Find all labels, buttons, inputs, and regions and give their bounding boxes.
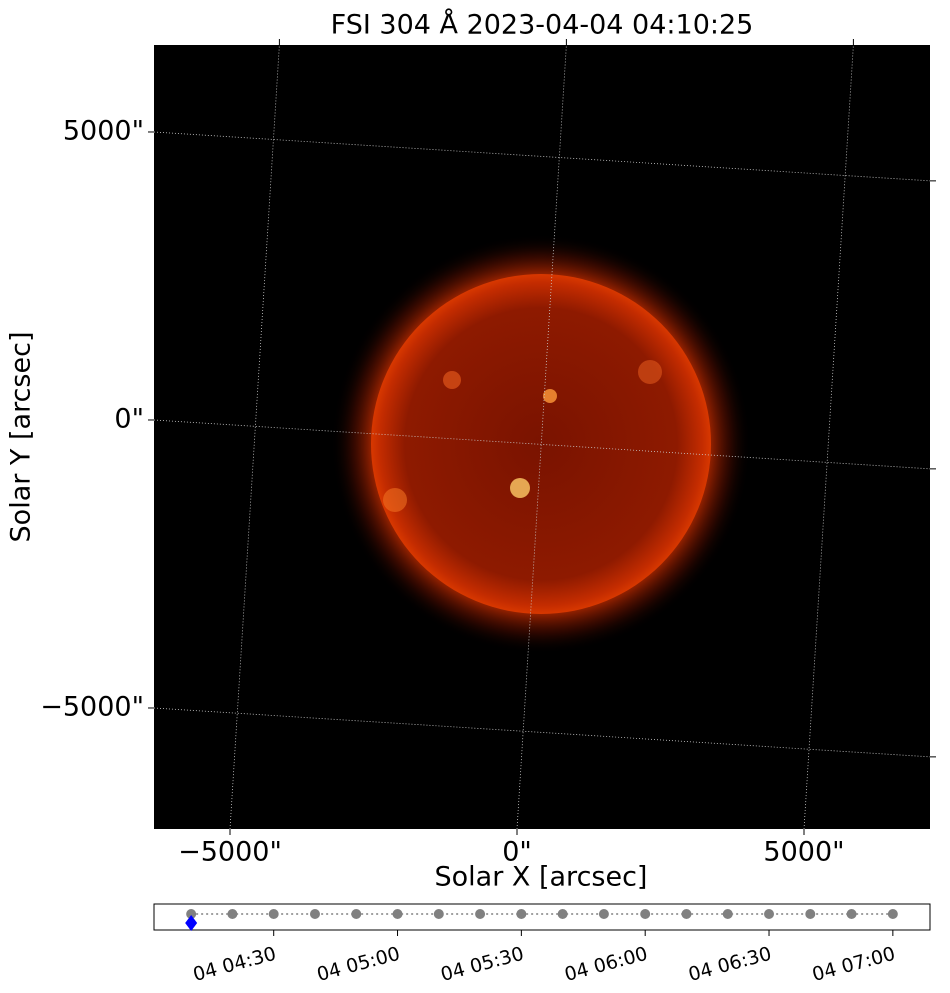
grid-line [154,131,930,182]
x-tick-label: 04 06:30 [686,943,774,986]
timeline-point [351,909,362,919]
timeline-point [557,909,568,919]
timeline-point [392,909,403,919]
grid-line [154,707,930,758]
grid-line [516,45,567,829]
timeline-point [309,909,320,919]
y-axis-label: Solar Y [arcsec] [6,332,37,543]
timeline-point [805,909,816,919]
timeline-frame [153,903,931,931]
grid-line [229,45,280,829]
timeline-point [846,909,857,919]
timeline-point [227,909,238,919]
current-marker [185,915,198,931]
timeline-point [598,909,609,919]
timeline-point [433,909,444,919]
x-tick-label: 04 04:30 [191,943,279,986]
grid-line [154,419,930,470]
y-tick-label: 0" [114,403,144,434]
y-tick-label: 5000" [63,115,144,146]
timeline-point [640,909,651,919]
x-tick-label: 04 07:00 [810,943,898,986]
x-tick-label: 04 05:00 [315,943,403,986]
timeline-point [681,909,692,919]
timeline-point [887,909,898,919]
timeline-point [268,909,279,919]
timeline-point [764,909,775,919]
grid-line [803,45,854,829]
x-tick-label: 04 05:30 [438,943,526,986]
x-tick-label: 5000" [763,837,844,868]
x-tick-label: 0" [502,837,532,868]
timeline-point [722,909,733,919]
x-axis-label: Solar X [arcsec] [435,862,648,893]
x-tick-label: 04 06:00 [562,943,650,986]
timeline-point [186,909,197,919]
timeline-point [516,909,527,919]
x-tick-label: −5000" [178,837,282,868]
y-tick-label: −5000" [40,691,144,722]
timeline-point [475,909,486,919]
chart-title: FSI 304 Å 2023-04-04 04:10:25 [331,9,754,41]
